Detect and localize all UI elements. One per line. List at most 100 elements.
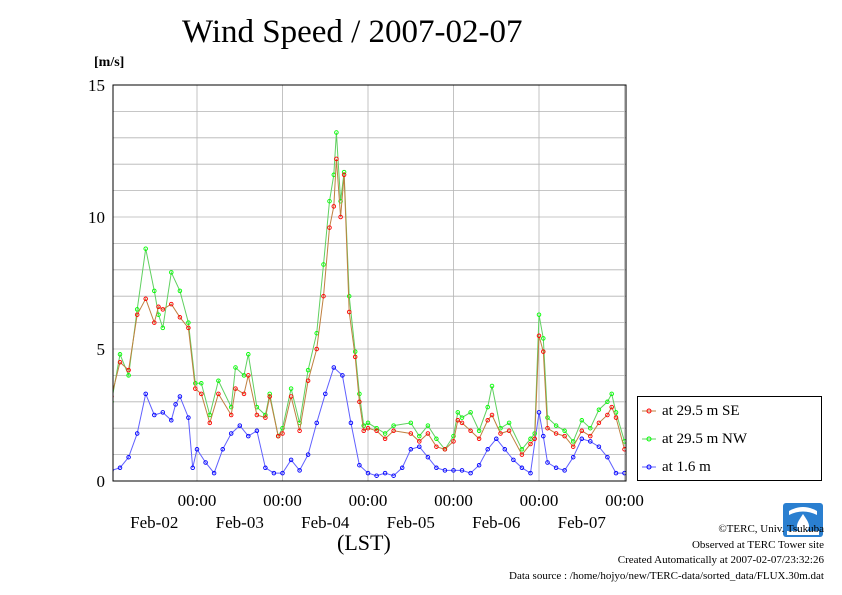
series-point [152,412,157,418]
series-point [280,470,285,476]
series-point [408,431,414,436]
legend-marker-1m [642,462,656,472]
series-point [305,452,311,457]
series-point [408,447,414,452]
series-point [193,386,198,391]
series-point [425,431,431,436]
series-point [541,336,546,341]
series-point [468,410,473,415]
series-0 [113,156,626,457]
series-point [241,373,247,378]
legend-item-1m: at 1.6 m [642,456,711,478]
source-text: Data source : /home/hojyo/new/TERC-data/… [509,569,824,582]
series-point [323,391,328,397]
series-point [357,391,362,397]
series-point [528,470,533,476]
series-point [528,436,533,442]
series-point [382,436,388,442]
y-axis-unit: [m/s] [94,55,125,70]
series-point [169,270,174,275]
series-point [519,452,525,457]
x-axis-label: (LST) [337,530,391,555]
series-point [562,428,567,434]
series-point [536,333,542,339]
series-point [570,439,576,444]
series-point [357,462,362,468]
series-point [451,468,456,473]
series-point [613,470,619,476]
x-tick-time-label: 00:00 [349,491,388,510]
series-point [519,447,525,452]
series-point [143,296,148,302]
series-point [117,359,123,365]
series-point [442,447,448,452]
series-point [134,307,140,312]
series-point [169,418,174,423]
series-point [203,460,208,465]
plot-area [113,85,626,481]
series-point [485,404,490,410]
series-point [541,433,546,439]
series-point [267,391,272,397]
series-point [434,436,439,442]
x-tick-date-label: Feb-03 [216,513,264,532]
chart-legend: at 29.5 m SE at 29.5 m NW at 1.6 m [637,396,822,481]
x-tick-time-label: 00:00 [520,491,559,510]
series-point [579,428,585,434]
series-point [605,454,610,460]
series-point [528,441,533,447]
series-point [459,415,465,420]
series-point [190,465,195,471]
chart-title: Wind Speed / 2007-02-07 [182,14,523,50]
series-point [280,425,285,431]
legend-item-se: at 29.5 m SE [642,400,740,422]
series-point [246,352,251,357]
series-point [346,293,352,299]
x-tick-time-label: 00:00 [178,491,217,510]
series-point [382,431,388,436]
series-point [613,415,619,420]
series-point [605,399,610,405]
legend-marker-nw [642,434,656,444]
series-point [417,433,422,439]
series-point [562,468,567,473]
x-tick-time-label: 00:00 [434,491,473,510]
series-point [596,407,602,412]
series-point [442,468,448,473]
series-point [562,433,567,439]
series-point [152,288,157,294]
series-point [391,428,396,434]
series-point [545,425,550,431]
series-point [455,410,461,415]
series-point [489,383,495,389]
created-text: Created Automatically at 2007-02-07/23:3… [617,554,824,566]
x-tick-date-label: Feb-07 [558,513,607,532]
series-point [346,309,352,315]
series-point [314,420,319,426]
series-point [502,447,508,452]
series-point [314,346,319,352]
series-1 [113,130,626,452]
series-point [476,462,482,468]
series-point [126,454,131,460]
series-point [588,439,593,444]
series-point [506,420,512,426]
series-point [275,433,281,439]
x-tick-time-label: 00:00 [263,491,302,510]
series-point [391,423,396,428]
y-tick-label: 0 [97,472,106,491]
series-point [596,420,602,426]
series-point [468,470,473,476]
series-point [237,423,243,428]
series-point [160,307,166,312]
series-point [451,439,456,444]
series-point [417,444,422,449]
series-point [553,465,559,471]
series-point [408,420,414,426]
series-point [352,354,358,360]
series-point [506,428,512,434]
legend-label-se: at 29.5 m SE [662,402,740,419]
series-point [169,301,174,307]
series-point [186,415,191,420]
